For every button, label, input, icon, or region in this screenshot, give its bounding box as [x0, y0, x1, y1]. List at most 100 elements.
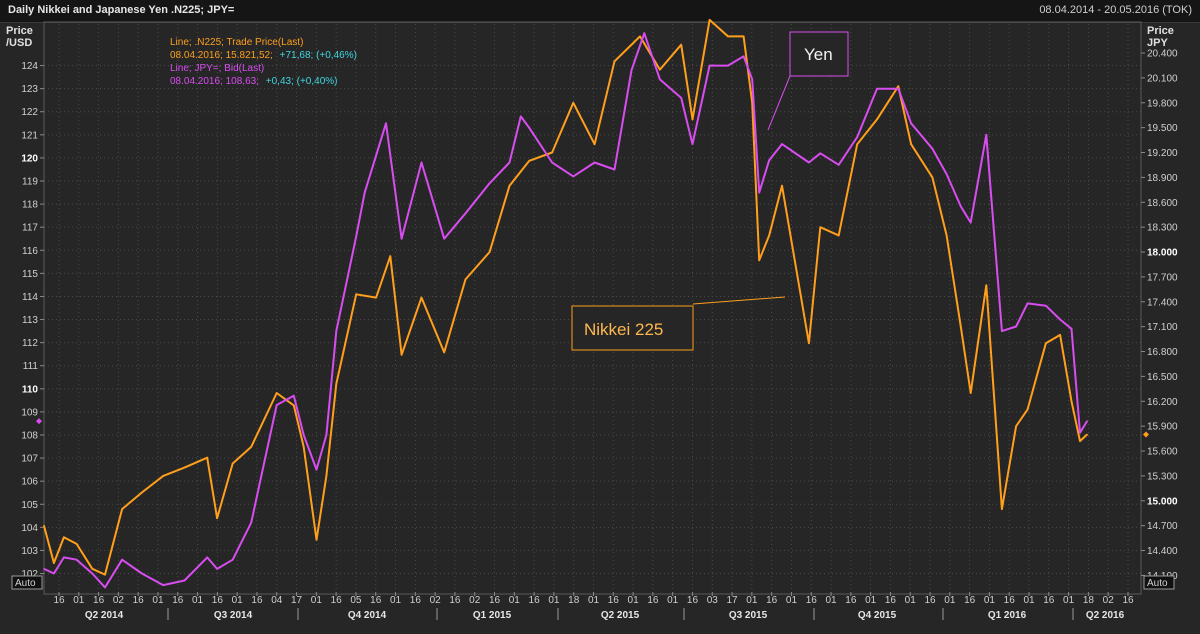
x-day-label: 02 — [430, 595, 442, 606]
series-point-nikkei — [551, 151, 553, 154]
right-tick-label: 16.500 — [1147, 372, 1178, 383]
series-point-yen — [856, 136, 858, 138]
left-tick-label: 105 — [21, 500, 38, 511]
x-day-label: 01 — [1063, 595, 1075, 606]
series-point-nikkei — [400, 354, 403, 356]
series-point-nikkei — [162, 475, 164, 477]
series-point-yen — [551, 161, 553, 164]
x-day-label: 16 — [133, 595, 145, 606]
x-day-label: 01 — [944, 595, 956, 606]
series-point-yen — [464, 212, 467, 215]
series-point-nikkei — [1001, 508, 1003, 510]
series-point-yen — [1059, 318, 1061, 321]
series-point-yen — [443, 237, 446, 240]
series-point-yen — [910, 122, 912, 125]
series-point-yen — [572, 175, 575, 178]
right-tick-label: 15.900 — [1147, 422, 1178, 433]
series-point-nikkei — [43, 524, 45, 527]
left-tick-label: 109 — [21, 407, 38, 418]
series-point-nikkei — [910, 143, 912, 145]
series-point-yen — [808, 161, 810, 164]
series-point-yen — [768, 159, 770, 161]
x-day-label: 16 — [410, 595, 422, 606]
left-tick-label: 124 — [21, 61, 38, 72]
right-tick-label: 15.300 — [1147, 471, 1178, 482]
series-point-nikkei — [969, 392, 972, 394]
left-tick-label: 112 — [22, 338, 38, 349]
right-tick-label: 15.600 — [1147, 447, 1178, 458]
x-day-label: 01 — [825, 595, 837, 606]
series-point-nikkei — [443, 351, 446, 354]
right-tick-label: 19.500 — [1147, 123, 1178, 134]
x-day-label: 16 — [647, 595, 659, 606]
x-day-label: 01 — [390, 595, 402, 606]
x-day-label: 01 — [667, 595, 679, 606]
series-point-nikkei — [613, 60, 616, 63]
series-layer — [36, 18, 1149, 589]
x-day-label: 02 — [469, 595, 481, 606]
series-point-nikkei — [121, 508, 123, 510]
x-day-label: 01 — [232, 595, 244, 606]
series-point-nikkei — [572, 102, 575, 104]
nikkei-callout: Nikkei 225 — [571, 296, 786, 351]
legend-nikkei-values: 08.04.2016; 15.821,52; +71,68; (+0,46%) — [170, 50, 357, 61]
series-point-nikkei — [768, 234, 770, 237]
series-point-yen — [837, 164, 840, 166]
x-quarter-label: Q1 2016 — [988, 610, 1027, 621]
series-point-nikkei — [593, 143, 596, 145]
x-day-label: 16 — [370, 595, 382, 606]
series-point-yen — [742, 55, 745, 58]
series-point-yen — [91, 572, 94, 575]
x-day-label: 01 — [786, 595, 798, 606]
x-day-label: 05 — [350, 595, 362, 606]
series-point-nikkei — [528, 160, 531, 162]
right-tick-label: 20.100 — [1147, 73, 1178, 84]
series-point-nikkei — [75, 543, 78, 545]
right-auto-button[interactable]: Auto — [1143, 575, 1175, 590]
series-point-nikkei — [751, 102, 753, 104]
x-quarter-label: Q2 2015 — [601, 610, 640, 621]
x-axis: 16 01 16 02 16 01 16 01 16 01 16 04 17 01 16 05 16 01 16 02… — [53, 592, 1134, 621]
series-point-yen — [781, 143, 783, 145]
legend-yen-values: 08.04.2016; 108,63; +0,43; (+0,40%) — [170, 76, 337, 87]
left-tick-label: 123 — [21, 84, 38, 95]
series-point-nikkei — [141, 491, 143, 494]
series-point-yen — [1001, 330, 1003, 332]
series-point-yen — [1045, 304, 1047, 307]
left-tick-label: 120 — [21, 153, 38, 164]
right-tick-label: 17.100 — [1147, 322, 1178, 333]
x-day-label: 16 — [964, 595, 976, 606]
left-tick-label: 108 — [21, 430, 38, 441]
x-day-label: 01 — [548, 595, 560, 606]
nikkei-last-value-marker — [1143, 431, 1149, 438]
series-point-nikkei — [960, 325, 962, 328]
x-day-label: 16 — [172, 595, 184, 606]
right-tick-label: 19.200 — [1147, 148, 1178, 159]
x-quarter-label: Q2 2014 — [85, 610, 124, 621]
x-day-label: 16 — [1043, 595, 1055, 606]
series-point-nikkei — [659, 68, 661, 71]
right-tick-label: 20.400 — [1147, 49, 1178, 60]
x-day-label: 16 — [885, 595, 897, 606]
series-point-nikkei — [819, 226, 822, 228]
x-quarter-label: Q3 2014 — [214, 610, 253, 621]
right-tick-label: 16.200 — [1147, 397, 1178, 408]
series-point-nikkei — [1026, 408, 1029, 411]
series-point-nikkei — [876, 118, 878, 121]
series-point-yen — [183, 579, 186, 582]
x-day-label: 16 — [529, 595, 541, 606]
right-tick-label: 19.800 — [1147, 98, 1178, 109]
series-point-yen — [659, 78, 661, 81]
x-quarter-label: Q4 2015 — [858, 610, 897, 621]
x-day-label: 01 — [984, 595, 996, 606]
right-tick-label: 14.400 — [1147, 546, 1178, 557]
x-day-label: 16 — [1122, 595, 1134, 606]
x-day-label: 18 — [1083, 595, 1095, 606]
left-auto-button[interactable]: Auto — [11, 575, 43, 590]
left-tick-label: 113 — [22, 315, 38, 326]
left-axis-ticks: 102 103 104 105 106 107 108 109 110 111 112 113 114 1… — [21, 61, 44, 580]
series-point-yen — [43, 568, 45, 570]
series-point-yen — [488, 182, 491, 185]
right-tick-label: 18.600 — [1147, 198, 1178, 209]
